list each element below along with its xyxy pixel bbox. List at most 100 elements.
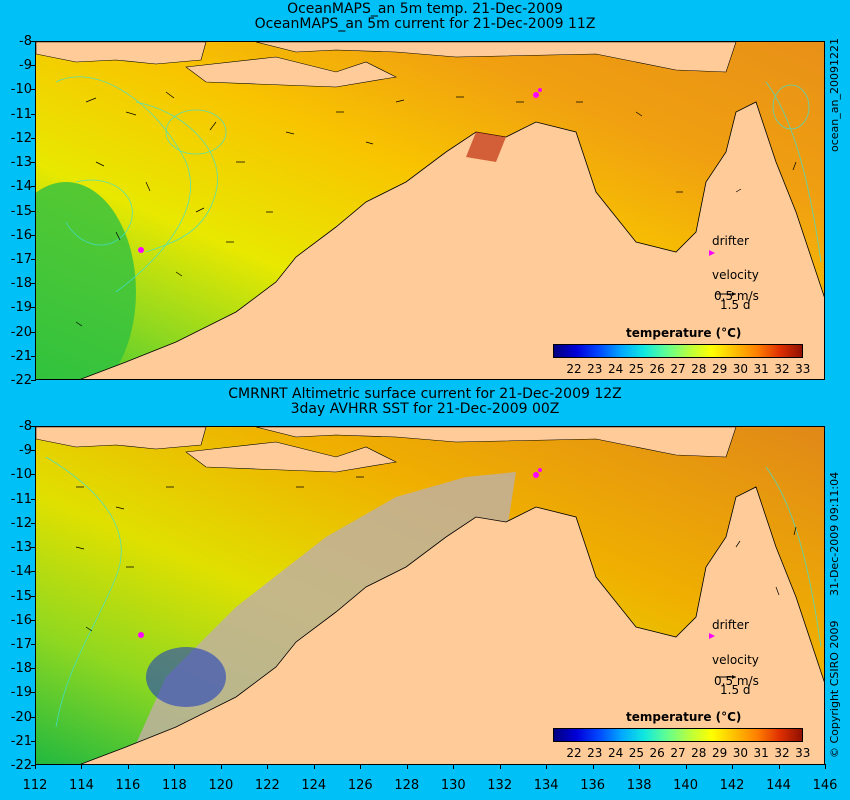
bottom-velocity-duration: 1.5 d [720, 683, 751, 697]
bottom-title-line1: CMRNRT Altimetric surface current for 21… [228, 386, 622, 402]
y-tick-label: -12 [10, 130, 32, 146]
bottom-sst-map [36, 427, 824, 764]
y-tick-label: -14 [10, 179, 32, 195]
current-vectors [75, 91, 797, 327]
drifter-tracks [138, 88, 542, 253]
x-tick-mark [406, 764, 408, 769]
top-sst-map [36, 42, 824, 379]
x-tick-label: 134 [533, 778, 559, 793]
y-tick-mark [31, 307, 36, 309]
isotherm-contours [45, 456, 822, 728]
y-tick-label: -10 [10, 82, 32, 98]
x-tick-label: 118 [161, 778, 187, 793]
x-tick-label: 128 [394, 778, 420, 793]
y-tick-mark [31, 113, 36, 115]
x-tick-label: 142 [719, 778, 745, 793]
top-side-label: ocean_an_20091221 [828, 38, 841, 152]
colorbar-tick-label: 31 [753, 746, 769, 760]
y-tick-label: -21 [10, 348, 32, 364]
colorbar-tick-label: 31 [753, 362, 769, 376]
drifter-tracks [138, 468, 542, 638]
y-tick-mark [31, 450, 36, 452]
land-north-islands [36, 42, 207, 65]
colorbar-tick-label: 26 [649, 362, 665, 376]
y-tick-mark [31, 283, 36, 285]
y-tick-mark [31, 643, 36, 645]
colorbar-tick-label: 30 [732, 746, 749, 760]
y-tick-mark [31, 137, 36, 139]
australia-landmass [80, 101, 824, 379]
y-tick-label: -15 [10, 203, 32, 219]
top-colorbar-title: temperature (°C) [626, 326, 742, 340]
land-timor-region [255, 427, 737, 458]
bottom-colorbar [553, 728, 803, 742]
bottom-colorbar-title: temperature (°C) [626, 710, 742, 724]
isotherm-contours [55, 76, 822, 293]
x-tick-label: 124 [301, 778, 327, 793]
colorbar-tick-label: 28 [691, 746, 707, 760]
y-tick-label: -19 [10, 685, 32, 701]
x-tick-mark [592, 764, 594, 769]
cloud-mask [126, 472, 516, 764]
x-tick-label: 144 [766, 778, 791, 793]
y-tick-mark [31, 619, 36, 621]
y-tick-label: -16 [10, 612, 32, 628]
x-tick-label: 146 [812, 778, 838, 793]
y-tick-label: -18 [10, 276, 32, 292]
x-tick-mark [35, 764, 36, 769]
top-velocity-speed: 0.5 m/s [714, 289, 759, 303]
x-tick-mark [81, 764, 83, 769]
colorbar-tick-label: 28 [691, 362, 707, 376]
top-velocity-label: velocity [712, 268, 759, 282]
y-tick-mark [31, 331, 36, 333]
y-tick-mark [31, 380, 36, 381]
x-tick-label: 136 [580, 778, 606, 793]
y-tick-label: -16 [10, 227, 32, 243]
x-tick-label: 130 [440, 778, 466, 793]
top-colorbar [553, 344, 803, 358]
colorbar-tick-label: 33 [795, 362, 811, 376]
colorbar-tick-label: 32 [774, 362, 790, 376]
top-drifter-label: drifter [712, 234, 749, 248]
colorbar-tick-label: 24 [607, 746, 624, 760]
bottom-drifter-label: drifter [712, 618, 749, 632]
y-tick-label: -12 [10, 515, 32, 531]
colorbar-tick-label: 23 [587, 362, 603, 376]
x-tick-mark [267, 764, 269, 769]
y-tick-label: -9 [19, 58, 32, 74]
y-tick-label: -17 [10, 636, 32, 652]
x-tick-label: 112 [22, 778, 48, 793]
y-tick-mark [31, 186, 36, 188]
bottom-side-timestamp: 31-Dec-2009 09:11:04 [828, 471, 841, 596]
land-island [185, 56, 397, 88]
colorbar-tick-label: 30 [732, 362, 749, 376]
y-tick-label: -22 [10, 373, 32, 388]
drifter-legend-icon [709, 633, 715, 639]
australia-landmass [80, 486, 824, 764]
y-tick-label: -11 [10, 106, 32, 122]
top-title-line2: OceanMAPS_an 5m current for 21-Dec-2009 … [254, 16, 596, 32]
x-tick-mark [825, 764, 826, 769]
x-tick-mark [313, 764, 315, 769]
copyright-label: © Copyright CSIRO 2009 [828, 620, 841, 758]
x-tick-mark [639, 764, 641, 769]
x-tick-mark [499, 764, 501, 769]
y-tick-mark [31, 210, 36, 212]
y-tick-label: -14 [10, 564, 32, 580]
top-map-panel [35, 41, 825, 380]
land-island [185, 441, 397, 473]
x-tick-mark [546, 764, 548, 769]
x-tick-label: 132 [487, 778, 513, 793]
colorbar-tick-label: 27 [670, 746, 686, 760]
y-tick-label: -13 [10, 540, 32, 556]
colorbar-tick-label: 23 [587, 746, 603, 760]
colorbar-tick-label: 29 [711, 746, 728, 760]
y-tick-mark [31, 498, 36, 500]
y-tick-mark [31, 65, 36, 67]
x-tick-label: 116 [115, 778, 141, 793]
velocity-legend-arrowhead [732, 292, 736, 296]
colorbar-tick-label: 26 [649, 746, 665, 760]
top-velocity-duration: 1.5 d [720, 298, 751, 312]
bottom-title-line2: 3day AVHRR SST for 21-Dec-2009 00Z [290, 401, 560, 417]
y-tick-mark [31, 692, 36, 694]
